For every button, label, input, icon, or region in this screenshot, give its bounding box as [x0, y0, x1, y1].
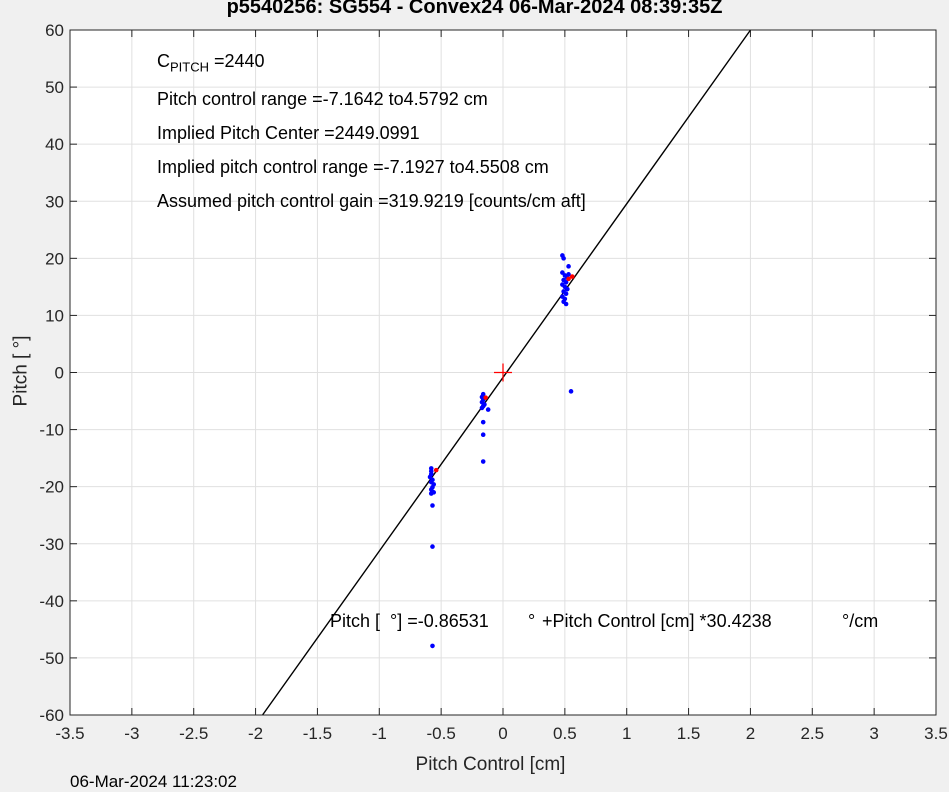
implied-pitch-range-text: Implied pitch control range =-7.1927 to4… — [157, 157, 549, 177]
y-tick-label: -50 — [39, 649, 64, 668]
x-tick-label: -1 — [372, 724, 387, 743]
data-point — [430, 503, 435, 508]
timestamp: 06-Mar-2024 11:23:02 — [70, 772, 237, 791]
c-pitch-annotation: CPITCH =2440 — [157, 51, 265, 75]
data-point — [430, 643, 435, 649]
data-point — [569, 274, 575, 279]
y-tick-label: 10 — [45, 306, 64, 325]
x-tick-label: -1.5 — [303, 724, 332, 743]
data-point — [430, 544, 435, 549]
implied-pitch-center-text: Implied Pitch Center =2449.0991 — [157, 123, 420, 143]
x-tick-label: -0.5 — [426, 724, 455, 743]
x-tick-label: 0.5 — [553, 724, 577, 743]
x-tick-label: 1 — [622, 724, 631, 743]
data-point — [480, 459, 486, 464]
center-marker — [494, 363, 512, 382]
x-tick-label: 2 — [746, 724, 755, 743]
data-point — [485, 407, 491, 412]
data-points — [427, 253, 575, 649]
data-point — [566, 264, 571, 269]
fit-equation-lhs: Pitch [ °] =-0.86531 — [330, 611, 489, 631]
x-tick-label: 2.5 — [800, 724, 824, 743]
x-tick-label: -2 — [248, 724, 263, 743]
chart-title: p5540256: SG554 - Convex24 06-Mar-2024 0… — [226, 0, 723, 18]
data-point — [561, 256, 566, 261]
x-tick-label: -2.5 — [179, 724, 208, 743]
x-tick-labels: -3.5 -3 -2.5 -2 -1.5 -1 -0.5 0 0.5 1 1.5 2 2.5 3 3.5 — [55, 724, 947, 743]
c-pitch-value: =2440 — [209, 51, 265, 71]
fit-equation-deg-1: ° — [528, 611, 536, 631]
y-tick-label: 40 — [45, 135, 64, 154]
data-point — [563, 291, 569, 297]
data-point — [433, 467, 439, 473]
data-point — [566, 276, 571, 282]
data-point — [479, 405, 485, 411]
data-point — [480, 419, 486, 425]
data-point — [566, 272, 571, 277]
y-tick-labels: -60 -50 -40 -30 -20 -10 0 10 20 30 40 50 60 — [39, 21, 64, 725]
x-axis-label: Pitch Control [cm] — [415, 754, 566, 775]
pitch-control-range-text: Pitch control range =-7.1642 to4.5792 cm — [157, 89, 488, 109]
y-tick-label: 60 — [45, 21, 64, 40]
data-point — [568, 389, 574, 394]
data-point — [563, 280, 569, 285]
y-tick-label: -40 — [39, 592, 64, 611]
plot-frame — [69, 29, 937, 716]
data-point — [480, 432, 486, 438]
y-tick-label: 50 — [45, 78, 64, 97]
x-tick-label: -3.5 — [55, 724, 84, 743]
data-point — [431, 490, 437, 495]
x-tick-label: 3 — [869, 724, 878, 743]
y-tick-label: -10 — [39, 421, 64, 440]
c-pitch-subscript: PITCH — [170, 59, 209, 75]
fit-equation-unit: °/cm — [842, 611, 879, 631]
x-tick-label: 0 — [498, 724, 507, 743]
y-tick-label: 20 — [45, 249, 64, 268]
data-point — [563, 301, 569, 307]
x-tick-label: -3 — [124, 724, 139, 743]
y-tick-label: -30 — [39, 535, 64, 554]
y-tick-label: 0 — [55, 364, 64, 383]
y-tick-label: 30 — [45, 192, 64, 211]
data-point — [565, 286, 570, 292]
data-point — [483, 395, 488, 400]
assumed-gain-text: Assumed pitch control gain =319.9219 [co… — [157, 191, 586, 211]
c-pitch-letter: C — [157, 51, 170, 71]
y-axis-label: Pitch [ °] — [10, 335, 32, 407]
fit-equation-rhs: +Pitch Control [cm] *30.4238 — [542, 611, 772, 631]
x-tick-label: 3.5 — [924, 724, 948, 743]
y-tick-label: -20 — [39, 478, 64, 497]
y-tick-label: -60 — [39, 706, 64, 725]
x-tick-label: 1.5 — [677, 724, 701, 743]
